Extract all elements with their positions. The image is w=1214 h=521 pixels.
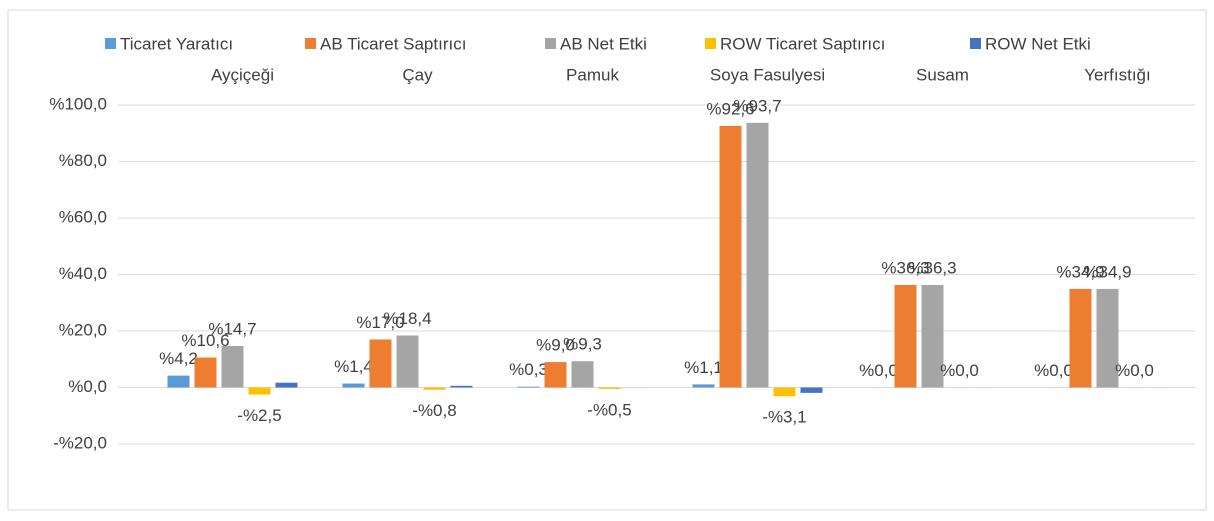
bar [424, 388, 446, 390]
data-label: %34,9 [1083, 262, 1131, 281]
bar [693, 384, 715, 387]
bar [249, 388, 271, 395]
bar [276, 383, 298, 388]
bar [518, 387, 540, 388]
category-label: Soya Fasulyesi [710, 65, 825, 84]
data-label: %14,7 [208, 319, 256, 338]
y-tick-label: %60,0 [59, 207, 107, 226]
bar [572, 361, 594, 387]
data-label: %4,2 [159, 349, 198, 368]
legend-swatch [705, 38, 716, 49]
bar [451, 386, 473, 388]
bar [545, 362, 567, 387]
bar [774, 388, 796, 397]
data-label: -%0,8 [412, 401, 456, 420]
bar [397, 336, 419, 388]
legend-label: ROW Ticaret Saptırıcı [720, 34, 885, 53]
data-label: %0,0 [1115, 361, 1154, 380]
category-label: Yerfıstığı [1084, 65, 1150, 84]
bar [222, 346, 244, 388]
bar [895, 285, 917, 388]
data-label: %0,0 [1034, 361, 1073, 380]
legend-swatch [305, 38, 316, 49]
bar [801, 388, 823, 393]
bar [370, 339, 392, 387]
legend-swatch [105, 38, 116, 49]
y-tick-label: %80,0 [59, 151, 107, 170]
bar [168, 376, 190, 388]
data-label: %36,3 [908, 258, 956, 277]
bar [720, 126, 742, 388]
legend-label: ROW Net Etki [985, 34, 1091, 53]
y-tick-label: %20,0 [59, 320, 107, 339]
data-label: -%0,5 [587, 400, 631, 419]
y-tick-label: %40,0 [59, 264, 107, 283]
category-label: Pamuk [566, 65, 619, 84]
category-label: Ayçiçeği [211, 65, 274, 84]
y-tick-label: %100,0 [49, 94, 107, 113]
category-label: Çay [402, 65, 433, 84]
legend-label: AB Ticaret Saptırıcı [320, 34, 466, 53]
bar [599, 388, 621, 389]
legend-label: Ticaret Yaratıcı [120, 34, 233, 53]
data-label: %1,1 [684, 358, 723, 377]
y-tick-label: %0,0 [68, 377, 107, 396]
data-label: %0,0 [859, 361, 898, 380]
data-label: %9,3 [563, 335, 602, 354]
bar [747, 123, 769, 388]
bar [1070, 289, 1092, 388]
bar [343, 384, 365, 388]
legend-swatch [970, 38, 981, 49]
legend-swatch [545, 38, 556, 49]
data-label: %1,4 [334, 357, 373, 376]
category-label: Susam [916, 65, 969, 84]
data-label: %93,7 [733, 96, 781, 115]
chart-border [8, 10, 1206, 510]
legend-label: AB Net Etki [560, 34, 647, 53]
data-label: %0,3 [509, 360, 548, 379]
y-tick-label: -%20,0 [53, 433, 107, 452]
bar [195, 358, 217, 388]
data-label: -%2,5 [237, 406, 281, 425]
data-label: -%3,1 [762, 408, 806, 427]
data-label: %0,0 [940, 361, 979, 380]
data-label: %18,4 [383, 309, 431, 328]
